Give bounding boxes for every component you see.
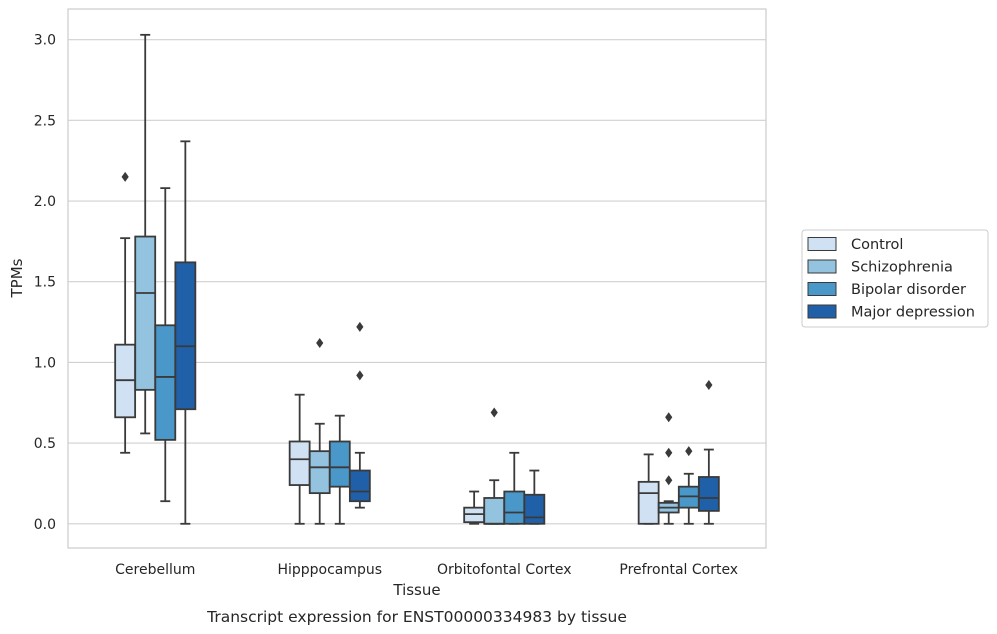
iqr-box [174,261,197,411]
outlier-point [356,370,364,381]
iqr-box [328,440,351,488]
legend-label: Control [851,237,903,253]
y-tick-label: 3.0 [34,33,56,49]
iqr-box [697,476,720,512]
box-bipolar-disorder [503,451,526,525]
outlier-point [665,412,673,423]
box-control [637,453,660,525]
legend-label: Schizophrenia [851,260,953,276]
iqr-box [637,480,660,525]
box-major-depression [523,469,546,525]
y-tick-label: 1.0 [34,355,56,371]
gridlines [68,39,766,525]
y-tick-label: 1.5 [34,275,56,291]
legend-swatch [807,282,837,296]
box-bipolar-disorder [154,187,177,503]
legend-swatch [807,259,837,274]
box-bipolar-disorder [677,446,700,525]
outlier-point [665,447,673,458]
iqr-box [154,324,177,441]
outlier-point [121,171,129,182]
box-schizophrenia [657,412,680,525]
x-tick-label: Orbitofontal Cortex [437,562,572,578]
x-axis-ticks: Cerebellum Hipppocampus Orbitofontal Corte… [115,562,738,578]
chart-caption: Transcript expression for ENST0000033498… [206,608,627,626]
box-schizophrenia [308,338,331,525]
iqr-box [523,493,546,525]
box-schizophrenia [134,33,157,435]
iqr-box [288,440,311,486]
y-axis-ticks: 0.0 0.5 1.0 1.5 2.0 2.5 3.0 [34,33,56,533]
box-control [288,393,311,525]
x-tick-label: Prefrontal Cortex [619,562,738,578]
x-axis-label: Tissue [392,581,440,599]
box-control [114,171,137,454]
y-tick-label: 2.5 [34,113,56,129]
iqr-box [308,450,331,495]
legend: Control Schizophrenia Bipolar disorder Majo… [801,229,989,328]
outlier-point [356,321,364,332]
box-major-depression [348,321,371,509]
y-tick-label: 0.5 [34,436,56,452]
iqr-box [134,235,157,391]
outlier-point [685,446,693,457]
box-schizophrenia [483,407,506,525]
legend-frame [801,229,989,328]
box-control [463,490,486,525]
iqr-box [348,469,371,503]
y-tick-label: 2.0 [34,194,56,210]
legend-label: Major depression [851,305,975,321]
legend-swatch [807,237,837,251]
box-major-depression [697,380,720,525]
box-major-depression [174,140,197,525]
boxes [114,33,720,525]
outlier-point [665,475,673,486]
legend-swatch [807,304,837,319]
iqr-box [483,497,506,525]
plot-area-frame [67,8,767,549]
outlier-point [490,407,498,418]
iqr-box [503,490,526,525]
y-axis-label: TPMs [8,258,26,298]
outlier-point [705,380,713,391]
x-tick-label: Hipppocampus [277,562,382,578]
y-tick-label: 0.0 [34,517,56,533]
x-tick-label: Cerebellum [115,562,195,578]
outlier-point [316,338,324,349]
legend-label: Bipolar disorder [851,282,966,298]
box-bipolar-disorder [328,414,351,525]
